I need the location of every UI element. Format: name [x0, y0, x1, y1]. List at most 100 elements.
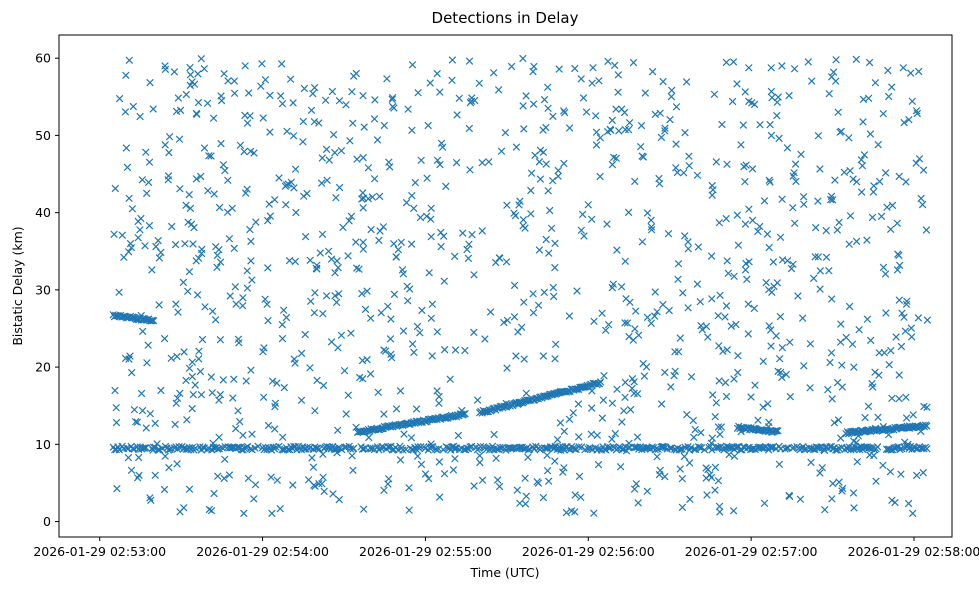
detection-marker	[821, 505, 829, 514]
detection-marker	[816, 285, 824, 293]
detection-marker	[144, 178, 153, 187]
detection-marker	[161, 62, 169, 70]
detection-marker	[221, 455, 229, 464]
detection-marker	[368, 193, 377, 201]
detection-marker	[544, 477, 553, 485]
detection-marker	[259, 347, 267, 356]
detection-marker	[364, 194, 373, 203]
detection-marker	[172, 300, 180, 308]
detection-marker	[167, 222, 176, 231]
detection-marker	[551, 340, 560, 349]
detection-marker	[254, 442, 262, 451]
x-tick-label: 2026-01-29 02:54:00	[196, 544, 329, 559]
detection-marker	[513, 486, 522, 494]
detection-marker	[750, 100, 759, 109]
detection-marker	[436, 160, 444, 169]
detection-marker	[704, 333, 712, 341]
detection-marker	[225, 234, 234, 243]
detection-marker	[127, 466, 136, 475]
detection-marker	[587, 430, 596, 438]
detection-marker	[384, 302, 392, 311]
detection-marker	[402, 445, 410, 454]
detection-marker	[680, 232, 689, 240]
detection-marker	[721, 313, 729, 321]
detection-marker	[353, 155, 361, 163]
detection-marker	[380, 121, 389, 130]
detection-marker	[772, 426, 781, 435]
detection-marker	[134, 233, 142, 242]
detection-marker	[608, 399, 617, 407]
detection-marker	[238, 301, 247, 310]
detection-marker	[407, 434, 416, 442]
detection-marker	[811, 253, 819, 261]
detection-marker	[161, 141, 169, 149]
detection-marker	[838, 361, 846, 369]
detection-marker	[560, 159, 568, 168]
detection-marker	[210, 489, 218, 498]
detection-marker	[329, 490, 337, 498]
detection-marker	[908, 509, 917, 518]
detection-marker	[871, 78, 880, 87]
detection-marker	[857, 188, 866, 196]
detection-marker	[540, 444, 549, 452]
detection-marker	[375, 236, 383, 245]
detection-marker	[689, 416, 698, 425]
detection-marker	[176, 185, 184, 193]
detection-marker	[331, 292, 339, 300]
detection-marker	[835, 478, 843, 486]
detection-marker	[603, 220, 611, 228]
detection-marker	[897, 342, 906, 351]
detection-marker	[905, 115, 913, 124]
detection-marker	[881, 169, 890, 177]
detection-marker	[399, 446, 407, 454]
detection-marker	[311, 406, 319, 415]
detection-marker	[617, 282, 626, 291]
detection-marker	[643, 209, 652, 217]
detection-marker	[907, 324, 916, 332]
detection-marker	[846, 212, 855, 220]
detection-marker	[678, 474, 687, 483]
detection-marker	[475, 79, 484, 88]
detection-marker	[110, 230, 118, 239]
detection-marker	[604, 320, 613, 329]
detection-marker	[348, 87, 356, 96]
detection-marker	[520, 444, 528, 453]
detection-marker	[890, 426, 898, 434]
detection-marker	[239, 294, 247, 302]
detection-marker	[579, 94, 588, 102]
detection-marker	[172, 107, 181, 116]
x-tick-label: 2026-01-29 02:57:00	[685, 544, 818, 559]
detection-marker	[609, 280, 618, 288]
detection-marker	[299, 138, 307, 146]
detection-marker	[774, 367, 782, 376]
detection-marker	[247, 237, 255, 246]
detection-marker	[719, 347, 727, 356]
detection-marker	[631, 325, 639, 333]
detection-marker	[179, 503, 188, 512]
detection-marker	[827, 73, 836, 81]
detection-marker	[427, 204, 435, 213]
detection-marker	[770, 282, 778, 291]
detection-marker	[530, 62, 538, 71]
detection-marker	[565, 415, 574, 424]
detection-marker	[467, 442, 476, 451]
detection-marker	[340, 366, 349, 375]
detection-marker	[767, 131, 776, 140]
detection-marker	[190, 223, 198, 232]
detection-marker	[198, 335, 207, 344]
detection-marker	[855, 325, 863, 334]
detection-marker	[461, 409, 469, 418]
detection-marker	[542, 444, 550, 453]
detection-marker	[412, 405, 421, 413]
detection-marker	[380, 486, 388, 495]
detection-marker	[748, 445, 756, 453]
detection-marker	[842, 333, 850, 342]
detection-marker	[667, 86, 676, 95]
detection-marker	[741, 266, 750, 274]
detection-marker	[392, 405, 401, 413]
detection-marker	[113, 484, 121, 493]
detection-marker	[413, 452, 422, 460]
detection-marker	[923, 444, 931, 453]
detection-marker	[292, 208, 300, 217]
detection-marker	[127, 368, 136, 377]
